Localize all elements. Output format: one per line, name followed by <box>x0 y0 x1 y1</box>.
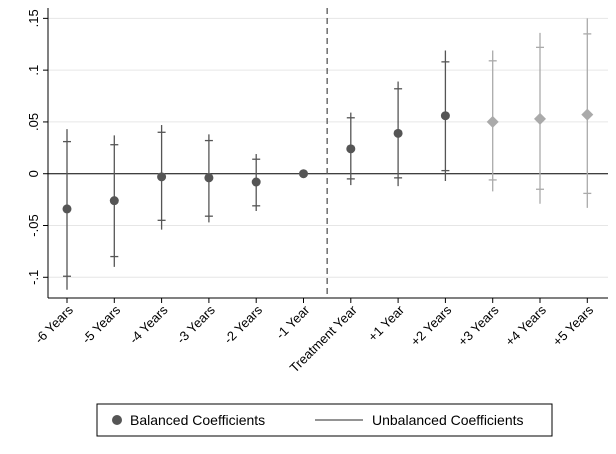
grid-lines <box>48 17 608 278</box>
y-axis: .15 .1 .05 0 -.05 -.1 <box>26 9 48 285</box>
unbalanced-point <box>581 108 594 121</box>
balanced-point <box>109 196 119 206</box>
legend-balanced-label: Balanced Coefficients <box>130 412 265 428</box>
x-tick-label: +1 Year <box>365 302 408 345</box>
balanced-point <box>204 173 214 183</box>
unbalanced-point <box>486 115 499 128</box>
plot-frame <box>47 8 608 299</box>
x-tick-label: -5 Years <box>79 302 124 347</box>
x-tick-label: -2 Years <box>221 302 266 347</box>
balanced-point <box>346 144 356 154</box>
x-tick-label: +4 Years <box>502 302 549 349</box>
x-tick-label: -3 Years <box>174 302 219 347</box>
legend-balanced-marker <box>112 415 122 425</box>
balanced-point <box>251 177 261 187</box>
y-tick-label: .15 <box>26 9 41 27</box>
legend-unbalanced-label: Unbalanced Coefficients <box>372 412 524 428</box>
data-marks <box>62 18 594 290</box>
y-tick-label: .05 <box>26 113 41 131</box>
y-tick-label: 0 <box>26 170 41 177</box>
balanced-point <box>157 172 167 182</box>
balanced-point <box>393 128 403 138</box>
legend: Balanced Coefficients Unbalanced Coeffic… <box>96 403 553 437</box>
y-tick-label: .1 <box>26 65 41 76</box>
y-tick-label: -.1 <box>26 270 41 285</box>
unbalanced-point <box>534 112 546 125</box>
balanced-point <box>440 111 450 121</box>
x-tick-label: -1 Year <box>273 302 313 342</box>
x-tick-label: -4 Years <box>126 302 171 347</box>
balanced-point <box>62 204 72 214</box>
x-tick-label: +3 Years <box>455 302 502 349</box>
x-tick-label: -6 Years <box>32 302 77 347</box>
balanced-point <box>299 169 308 179</box>
x-axis: -6 Years -5 Years -4 Years -3 Years -2 Years… <box>32 298 597 375</box>
y-tick-label: -.05 <box>26 214 41 236</box>
x-tick-label: +5 Years <box>550 302 597 349</box>
x-tick-label: +2 Years <box>408 302 455 349</box>
